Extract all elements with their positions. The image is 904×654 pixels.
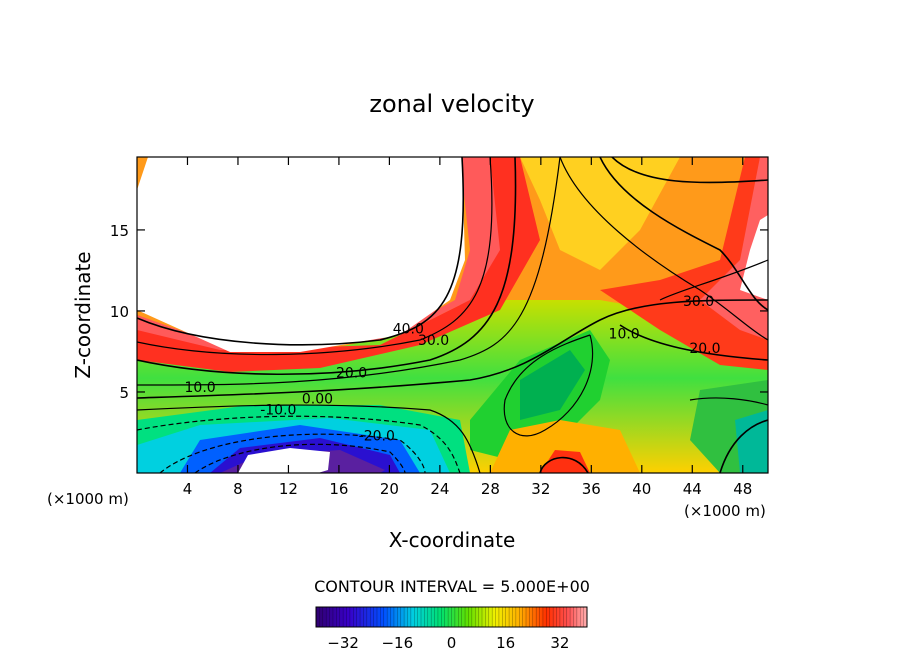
- y-tick-label: 10: [110, 303, 129, 321]
- contour-line: [599, 157, 768, 311]
- x-unit-label: (×1000 m): [684, 502, 766, 520]
- field-teal-right: [735, 410, 768, 473]
- x-tick-label: 40: [632, 480, 651, 498]
- x-tick-label: 48: [733, 480, 752, 498]
- contour-interval-label: CONTOUR INTERVAL = 5.000E+00: [314, 577, 590, 596]
- contour-label: 30.0: [418, 333, 449, 349]
- x-tick-label: 12: [279, 480, 298, 498]
- contour-line: [559, 157, 768, 341]
- contour-line: [137, 157, 493, 356]
- x-tick-label: 4: [183, 480, 193, 498]
- contour-label: 40.0: [393, 322, 424, 338]
- contour-label: 20.0: [689, 341, 720, 357]
- contour-label: 20.0: [336, 365, 367, 381]
- colorbar-tick-label: −32: [327, 634, 359, 652]
- chart-title: zonal velocity: [369, 90, 534, 118]
- contour-label: 0.00: [302, 391, 333, 407]
- x-axis-label: X-coordinate: [389, 528, 516, 552]
- contour-field: [137, 157, 768, 473]
- field-red-left: [137, 157, 540, 372]
- x-tick-label: 16: [329, 480, 348, 498]
- x-tick-label: 24: [430, 480, 449, 498]
- contour-line: [539, 456, 589, 473]
- contour-line: [137, 299, 768, 399]
- colorbar-stripes: [319, 607, 584, 627]
- colorbar: [315, 606, 588, 628]
- x-tick-label: 36: [582, 480, 601, 498]
- field-orange-bottom: [490, 420, 640, 473]
- x-tick-label: 8: [233, 480, 243, 498]
- x-axis: 4 8 12 16 20 24 28 32 36 40 44 48: [183, 157, 752, 498]
- y-tick-label: 5: [119, 384, 129, 402]
- contour-lines: [137, 157, 768, 473]
- x-tick-label: 28: [481, 480, 500, 498]
- contour-line: [611, 157, 768, 184]
- contour-label: 30.0: [683, 294, 714, 310]
- y-tick-label: 15: [110, 222, 129, 240]
- contour-line: [659, 259, 768, 301]
- x-tick-label: 32: [531, 480, 550, 498]
- contour-line: [137, 415, 461, 473]
- contour-label: -20.0: [359, 429, 395, 445]
- plot-frame: [136, 156, 769, 474]
- contour-line: [137, 404, 481, 473]
- contour-line: [503, 334, 594, 437]
- contour-line: [137, 157, 517, 376]
- blank-right: [740, 215, 768, 300]
- z-unit-label: (×1000 m): [47, 490, 129, 508]
- blank-bottom: [238, 448, 330, 473]
- field-green-inner: [520, 350, 585, 420]
- y-axis: 5 10 15: [110, 222, 768, 402]
- x-tick-label: 20: [380, 480, 399, 498]
- contour-line: [137, 157, 465, 346]
- x-tick-label: 44: [683, 480, 702, 498]
- colorbar-tick-label: 16: [496, 634, 515, 652]
- contour-line: [159, 433, 426, 473]
- y-axis-label: Z-coordinate: [71, 251, 95, 378]
- colorbar-tick-label: −16: [381, 634, 413, 652]
- contour-label: 10.0: [609, 326, 640, 342]
- contour-line: [689, 397, 768, 406]
- contour-label: 10.0: [185, 380, 216, 396]
- contour-labels: 40.030.020.010.00.00-10.0-20.010.030.020…: [185, 294, 721, 445]
- colorbar-ticks: −32 −16 0 16 32: [327, 634, 569, 652]
- blank-upper-left: [137, 157, 465, 352]
- contour-line: [719, 419, 768, 473]
- contour-line: [137, 157, 561, 386]
- field-red-bottom: [540, 450, 590, 473]
- colorbar-tick-label: 32: [550, 634, 569, 652]
- contour-line: [619, 324, 768, 361]
- contour-line: [194, 443, 406, 473]
- contour-label: -10.0: [260, 403, 296, 419]
- colorbar-tick-label: 0: [447, 634, 457, 652]
- field-yellow-center: [520, 157, 680, 270]
